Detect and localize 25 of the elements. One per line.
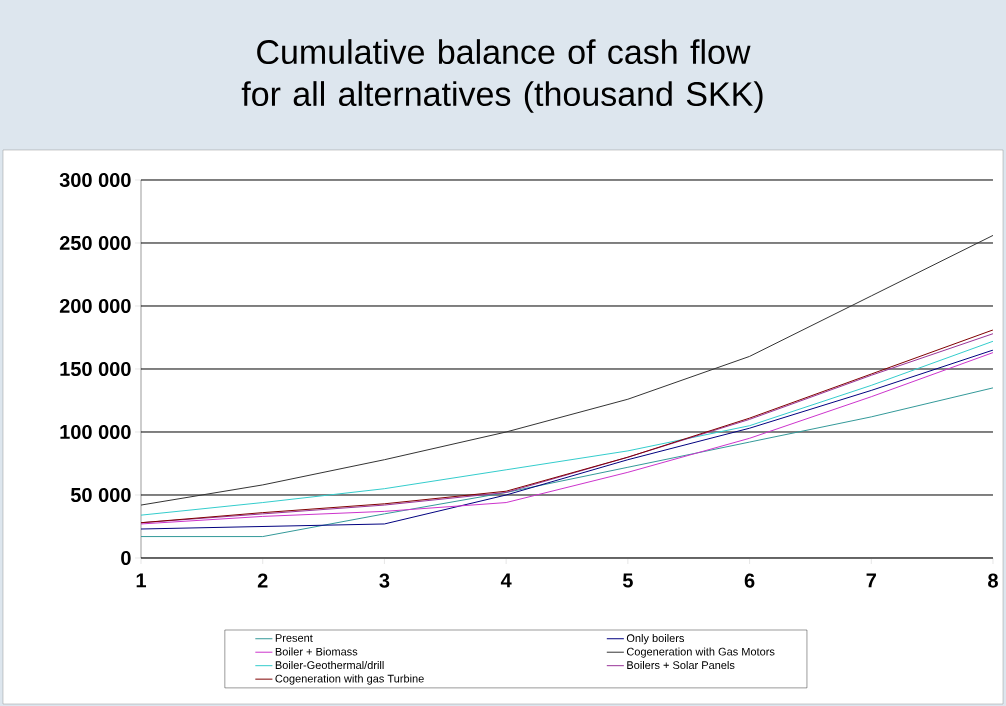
- chart-title: Cumulative balance of cash flow for all alternatives (thousand SKK): [241, 39, 763, 113]
- x-tick-label: 8: [988, 573, 998, 588]
- y-tick-label: 150 000: [60, 361, 131, 377]
- line-series: [141, 234, 993, 506]
- legend-label: Boiler-Geothermal/drill: [275, 660, 384, 670]
- x-tick-label: 7: [866, 573, 876, 588]
- y-tick-label: 200 000: [59, 298, 131, 314]
- line-series: [141, 387, 993, 538]
- legend-label: Only boilers: [626, 634, 685, 645]
- x-tick-label: 5: [622, 573, 633, 588]
- y-tick-label: 100 000: [60, 424, 131, 440]
- y-tick-label: 300 000: [59, 172, 131, 188]
- x-tick-label: 3: [379, 573, 390, 588]
- x-tick-label: 4: [500, 573, 512, 588]
- y-tick-label: 50 000: [70, 487, 131, 503]
- y-tick-label: 250 000: [59, 235, 131, 251]
- legend-label: Cogeneration with Gas Motors: [626, 647, 775, 658]
- x-tick-label: 6: [744, 573, 755, 588]
- x-tick-label: 1: [136, 573, 147, 588]
- y-tick-label: 0: [121, 550, 131, 566]
- legend-label: Boiler + Biomass: [275, 647, 358, 656]
- legend-label: Boilers + Solar Panels: [627, 660, 735, 670]
- x-tick-label: 2: [257, 573, 268, 588]
- legend-label: Present: [275, 634, 313, 642]
- legend-label: Cogeneration with gas Turbine: [275, 674, 424, 685]
